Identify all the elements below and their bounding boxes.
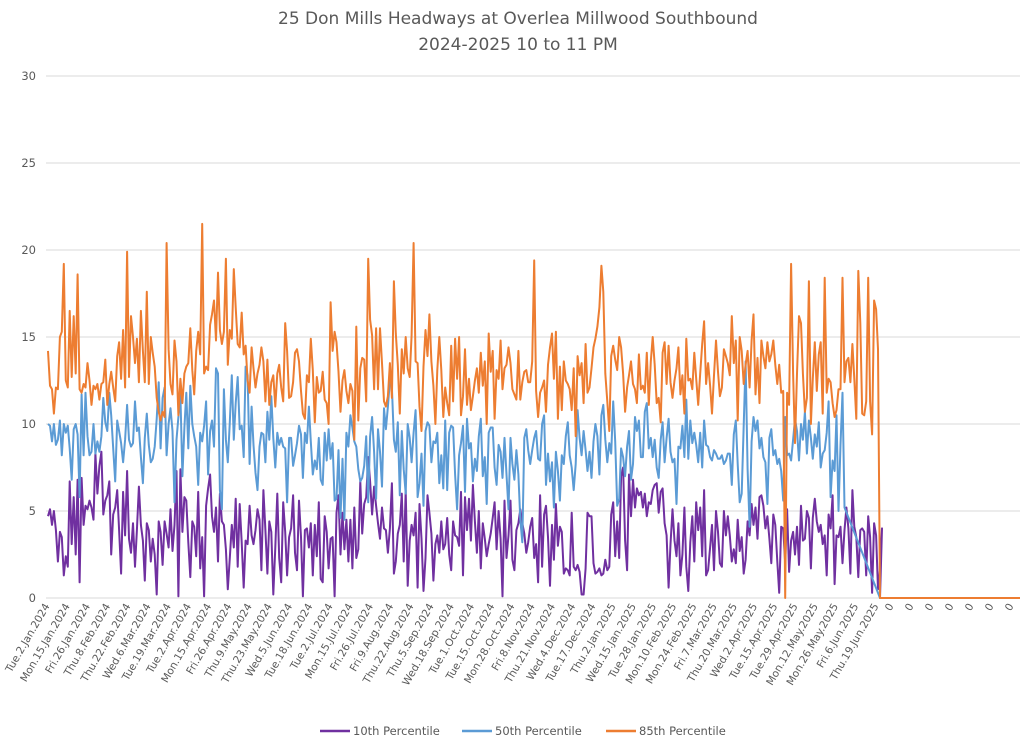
x-tick-label: 0	[1003, 602, 1017, 614]
y-tick-label: 20	[21, 243, 36, 257]
x-tick-label: 0	[903, 602, 917, 614]
legend-label: 85th Percentile	[639, 724, 726, 738]
x-tick-label: 0	[983, 602, 997, 614]
x-axis-ticks: Tue.2.Jan.2024Mon.15.Jan.2024Fri.26.Jan.…	[3, 601, 1017, 688]
x-tick-label: 0	[963, 602, 977, 614]
gridlines	[46, 75, 1020, 599]
chart-title: 25 Don Mills Headways at Overlea Millwoo…	[278, 9, 758, 29]
y-tick-label: 5	[29, 504, 36, 518]
y-tick-label: 25	[21, 156, 36, 170]
series-line-50th-percentile	[47, 360, 1020, 599]
series-line-85th-percentile	[47, 222, 1020, 599]
legend: 10th Percentile 50th Percentile 85th Perce…	[320, 724, 726, 738]
legend-label: 10th Percentile	[353, 724, 440, 738]
x-tick-label: 0	[943, 602, 957, 614]
y-tick-label: 0	[29, 591, 36, 605]
y-tick-label: 15	[21, 330, 36, 344]
x-tick-label: 0	[923, 602, 937, 614]
series-lines	[47, 222, 1020, 599]
y-tick-label: 10	[21, 417, 36, 431]
legend-item-85th-percentile: 85th Percentile	[606, 724, 726, 738]
y-tick-label: 30	[21, 69, 36, 83]
y-axis-ticks: 0 5 10 15 20 25 30	[21, 69, 36, 605]
legend-label: 50th Percentile	[495, 724, 582, 738]
legend-item-10th-percentile: 10th Percentile	[320, 724, 440, 738]
series-line-10th-percentile	[47, 450, 1020, 599]
x-tick-label: 0	[883, 602, 897, 614]
chart-subtitle: 2024-2025 10 to 11 PM	[418, 35, 618, 55]
legend-item-50th-percentile: 50th Percentile	[462, 724, 582, 738]
